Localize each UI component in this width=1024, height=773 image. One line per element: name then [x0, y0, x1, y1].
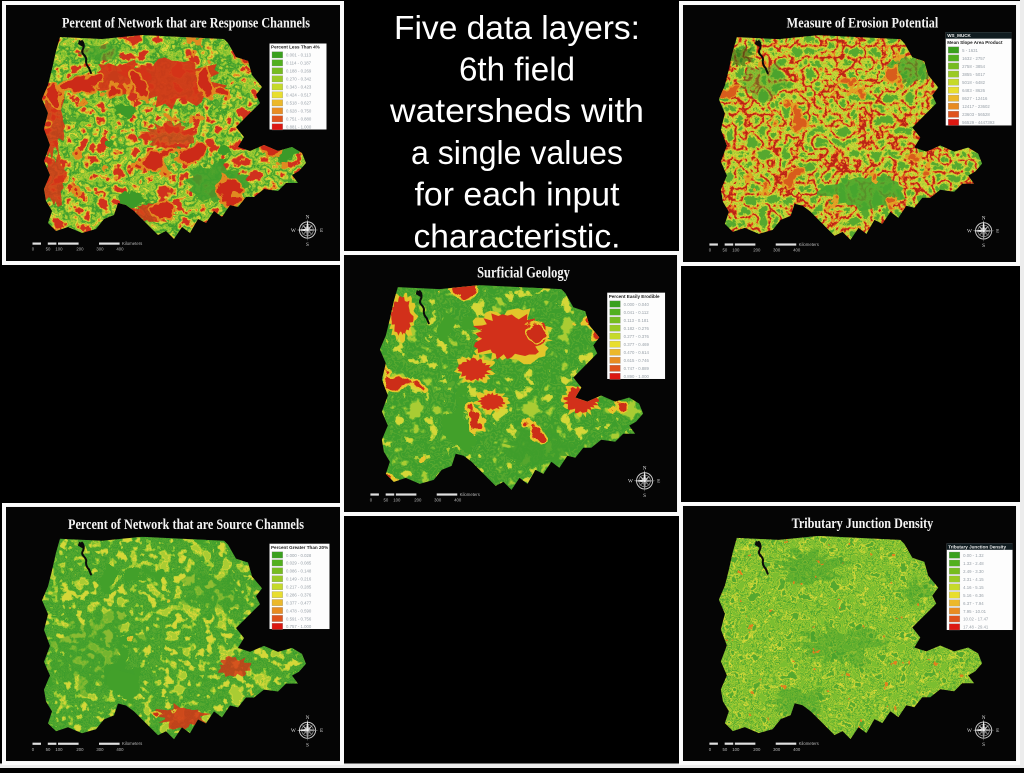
svg-text:0.029 - 0.085: 0.029 - 0.085: [286, 561, 312, 566]
svg-text:3.31 - 4.15: 3.31 - 4.15: [963, 577, 984, 582]
svg-text:0.881 - 1.000: 0.881 - 1.000: [286, 125, 312, 130]
svg-text:0.591 - 0.756: 0.591 - 0.756: [286, 616, 312, 621]
svg-text:56529 - 4447393: 56529 - 4447393: [962, 120, 995, 125]
svg-text:6.37 - 7.94: 6.37 - 7.94: [963, 601, 984, 606]
svg-text:0.628 - 0.750: 0.628 - 0.750: [286, 109, 312, 114]
svg-text:0.286 - 0.376: 0.286 - 0.376: [286, 592, 312, 597]
svg-text:Percent of Network that are So: Percent of Network that are Source Chann…: [68, 517, 304, 533]
svg-text:6483 - 8626: 6483 - 8626: [962, 88, 985, 93]
svg-text:a single values: a single values: [411, 135, 623, 172]
svg-text:0.424 - 0.517: 0.424 - 0.517: [286, 93, 312, 98]
svg-text:0.343 - 0.423: 0.343 - 0.423: [286, 85, 312, 90]
svg-text:0.890 - 1.000: 0.890 - 1.000: [624, 374, 650, 379]
svg-text:0.182 - 0.276: 0.182 - 0.276: [624, 326, 650, 331]
svg-text:7.95 - 10.01: 7.95 - 10.01: [963, 609, 986, 614]
svg-text:0.113 - 0.181: 0.113 - 0.181: [624, 318, 650, 323]
svg-text:0.000 - 0.028: 0.000 - 0.028: [286, 553, 312, 558]
svg-text:4.16 - 5.15: 4.16 - 5.15: [963, 585, 984, 590]
svg-text:for each input: for each input: [415, 177, 621, 214]
svg-text:Measure of Erosion Potential: Measure of Erosion Potential: [787, 15, 939, 31]
svg-text:WS_MUCK: WS_MUCK: [947, 33, 971, 38]
svg-text:Tributary Junction Density: Tributary Junction Density: [792, 516, 934, 532]
svg-text:0.00 - 1.32: 0.00 - 1.32: [963, 553, 984, 558]
svg-text:0.041 - 0.112: 0.041 - 0.112: [624, 310, 650, 315]
svg-text:0.377 - 0.469: 0.377 - 0.469: [624, 342, 650, 347]
svg-text:0.377 - 0.477: 0.377 - 0.477: [286, 600, 312, 605]
svg-text:1632 - 2757: 1632 - 2757: [962, 56, 985, 61]
svg-text:5 - 1631: 5 - 1631: [962, 48, 978, 53]
svg-text:watersheds with: watersheds with: [389, 93, 644, 130]
svg-text:5.16 - 6.36: 5.16 - 6.36: [963, 593, 984, 598]
svg-text:10.02 - 17.47: 10.02 - 17.47: [963, 617, 989, 622]
svg-text:Tributary Junction Density: Tributary Junction Density: [948, 544, 1006, 549]
svg-text:23603 - 56528: 23603 - 56528: [962, 112, 990, 117]
svg-text:0.751 - 0.880: 0.751 - 0.880: [286, 117, 312, 122]
svg-text:0.470 - 0.614: 0.470 - 0.614: [624, 350, 650, 355]
svg-text:6th field: 6th field: [459, 52, 575, 89]
svg-text:0.114 - 0.187: 0.114 - 0.187: [286, 61, 312, 66]
svg-text:0.747 - 0.889: 0.747 - 0.889: [624, 366, 650, 371]
svg-text:2.49 - 3.30: 2.49 - 3.30: [963, 569, 984, 574]
svg-text:Percent Greater Than 20%: Percent Greater Than 20%: [271, 545, 328, 550]
svg-text:0.149 - 0.216: 0.149 - 0.216: [286, 577, 312, 582]
svg-text:0.001 - 0.113: 0.001 - 0.113: [286, 53, 312, 58]
svg-text:Percent of Network that are Re: Percent of Network that are Response Cha…: [62, 15, 310, 31]
svg-text:Percent Easily Erodible: Percent Easily Erodible: [609, 294, 660, 299]
svg-text:0.000 - 0.040: 0.000 - 0.040: [624, 302, 650, 307]
svg-text:Surficial Geology: Surficial Geology: [477, 264, 570, 281]
svg-text:0.086 - 0.148: 0.086 - 0.148: [286, 569, 312, 574]
svg-text:2758 - 3854: 2758 - 3854: [962, 64, 985, 69]
svg-text:Percent Less Than 4%: Percent Less Than 4%: [271, 45, 320, 50]
svg-text:Five data layers:: Five data layers:: [394, 10, 640, 47]
svg-text:0.615 - 0.746: 0.615 - 0.746: [624, 358, 650, 363]
svg-text:12417 - 23602: 12417 - 23602: [962, 104, 990, 109]
svg-text:8627 - 12416: 8627 - 12416: [962, 96, 988, 101]
svg-text:characteristic.: characteristic.: [414, 218, 621, 255]
svg-text:0.518 - 0.627: 0.518 - 0.627: [286, 101, 312, 106]
svg-text:0.277 - 0.376: 0.277 - 0.376: [624, 334, 650, 339]
svg-text:17.48 - 29.41: 17.48 - 29.41: [963, 625, 989, 630]
svg-text:0.270 - 0.342: 0.270 - 0.342: [286, 77, 312, 82]
svg-text:3855 - 5017: 3855 - 5017: [962, 72, 985, 77]
svg-text:5018 - 6482: 5018 - 6482: [962, 80, 985, 85]
svg-text:Mean Slope Area Product: Mean Slope Area Product: [947, 40, 1003, 45]
svg-text:0.188 - 0.269: 0.188 - 0.269: [286, 69, 312, 74]
svg-text:1.33 - 2.48: 1.33 - 2.48: [963, 561, 984, 566]
svg-text:0.217 - 0.285: 0.217 - 0.285: [286, 585, 312, 590]
svg-text:0.757 - 1.000: 0.757 - 1.000: [286, 624, 312, 629]
svg-text:0.478 - 0.590: 0.478 - 0.590: [286, 608, 312, 613]
